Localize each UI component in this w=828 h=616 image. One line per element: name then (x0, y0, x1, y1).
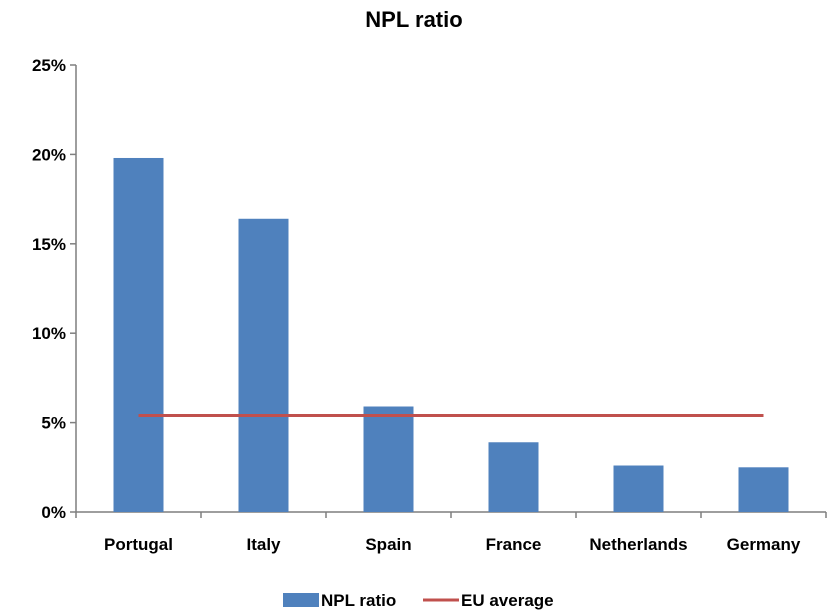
legend: NPL ratio EU average (283, 591, 554, 610)
y-tick-label: 20% (32, 145, 66, 164)
bar (738, 467, 789, 512)
y-tick-label: 0% (41, 503, 66, 522)
x-tick-label: France (486, 535, 542, 554)
x-axis: Portugal Italy Spain France Netherlands Germa… (75, 511, 827, 554)
y-tick-label: 25% (32, 56, 66, 75)
bar (613, 465, 664, 512)
bar (113, 157, 164, 512)
x-tick-label: Italy (246, 535, 281, 554)
y-tick-label: 5% (41, 414, 66, 433)
x-tick-label: Spain (365, 535, 411, 554)
x-tick-label: Portugal (104, 535, 173, 554)
legend-swatch (283, 593, 319, 607)
y-axis: 0% 5% 10% 15% 20% 25% (32, 56, 77, 522)
bar (488, 442, 539, 512)
x-tick-label: Netherlands (589, 535, 687, 554)
legend-label: NPL ratio (321, 591, 396, 610)
bars (113, 157, 789, 512)
bar (363, 406, 414, 512)
y-tick-label: 10% (32, 324, 66, 343)
bar (238, 218, 289, 512)
y-tick-label: 15% (32, 235, 66, 254)
legend-label: EU average (461, 591, 554, 610)
chart-title: NPL ratio (365, 7, 462, 32)
x-tick-label: Germany (727, 535, 801, 554)
